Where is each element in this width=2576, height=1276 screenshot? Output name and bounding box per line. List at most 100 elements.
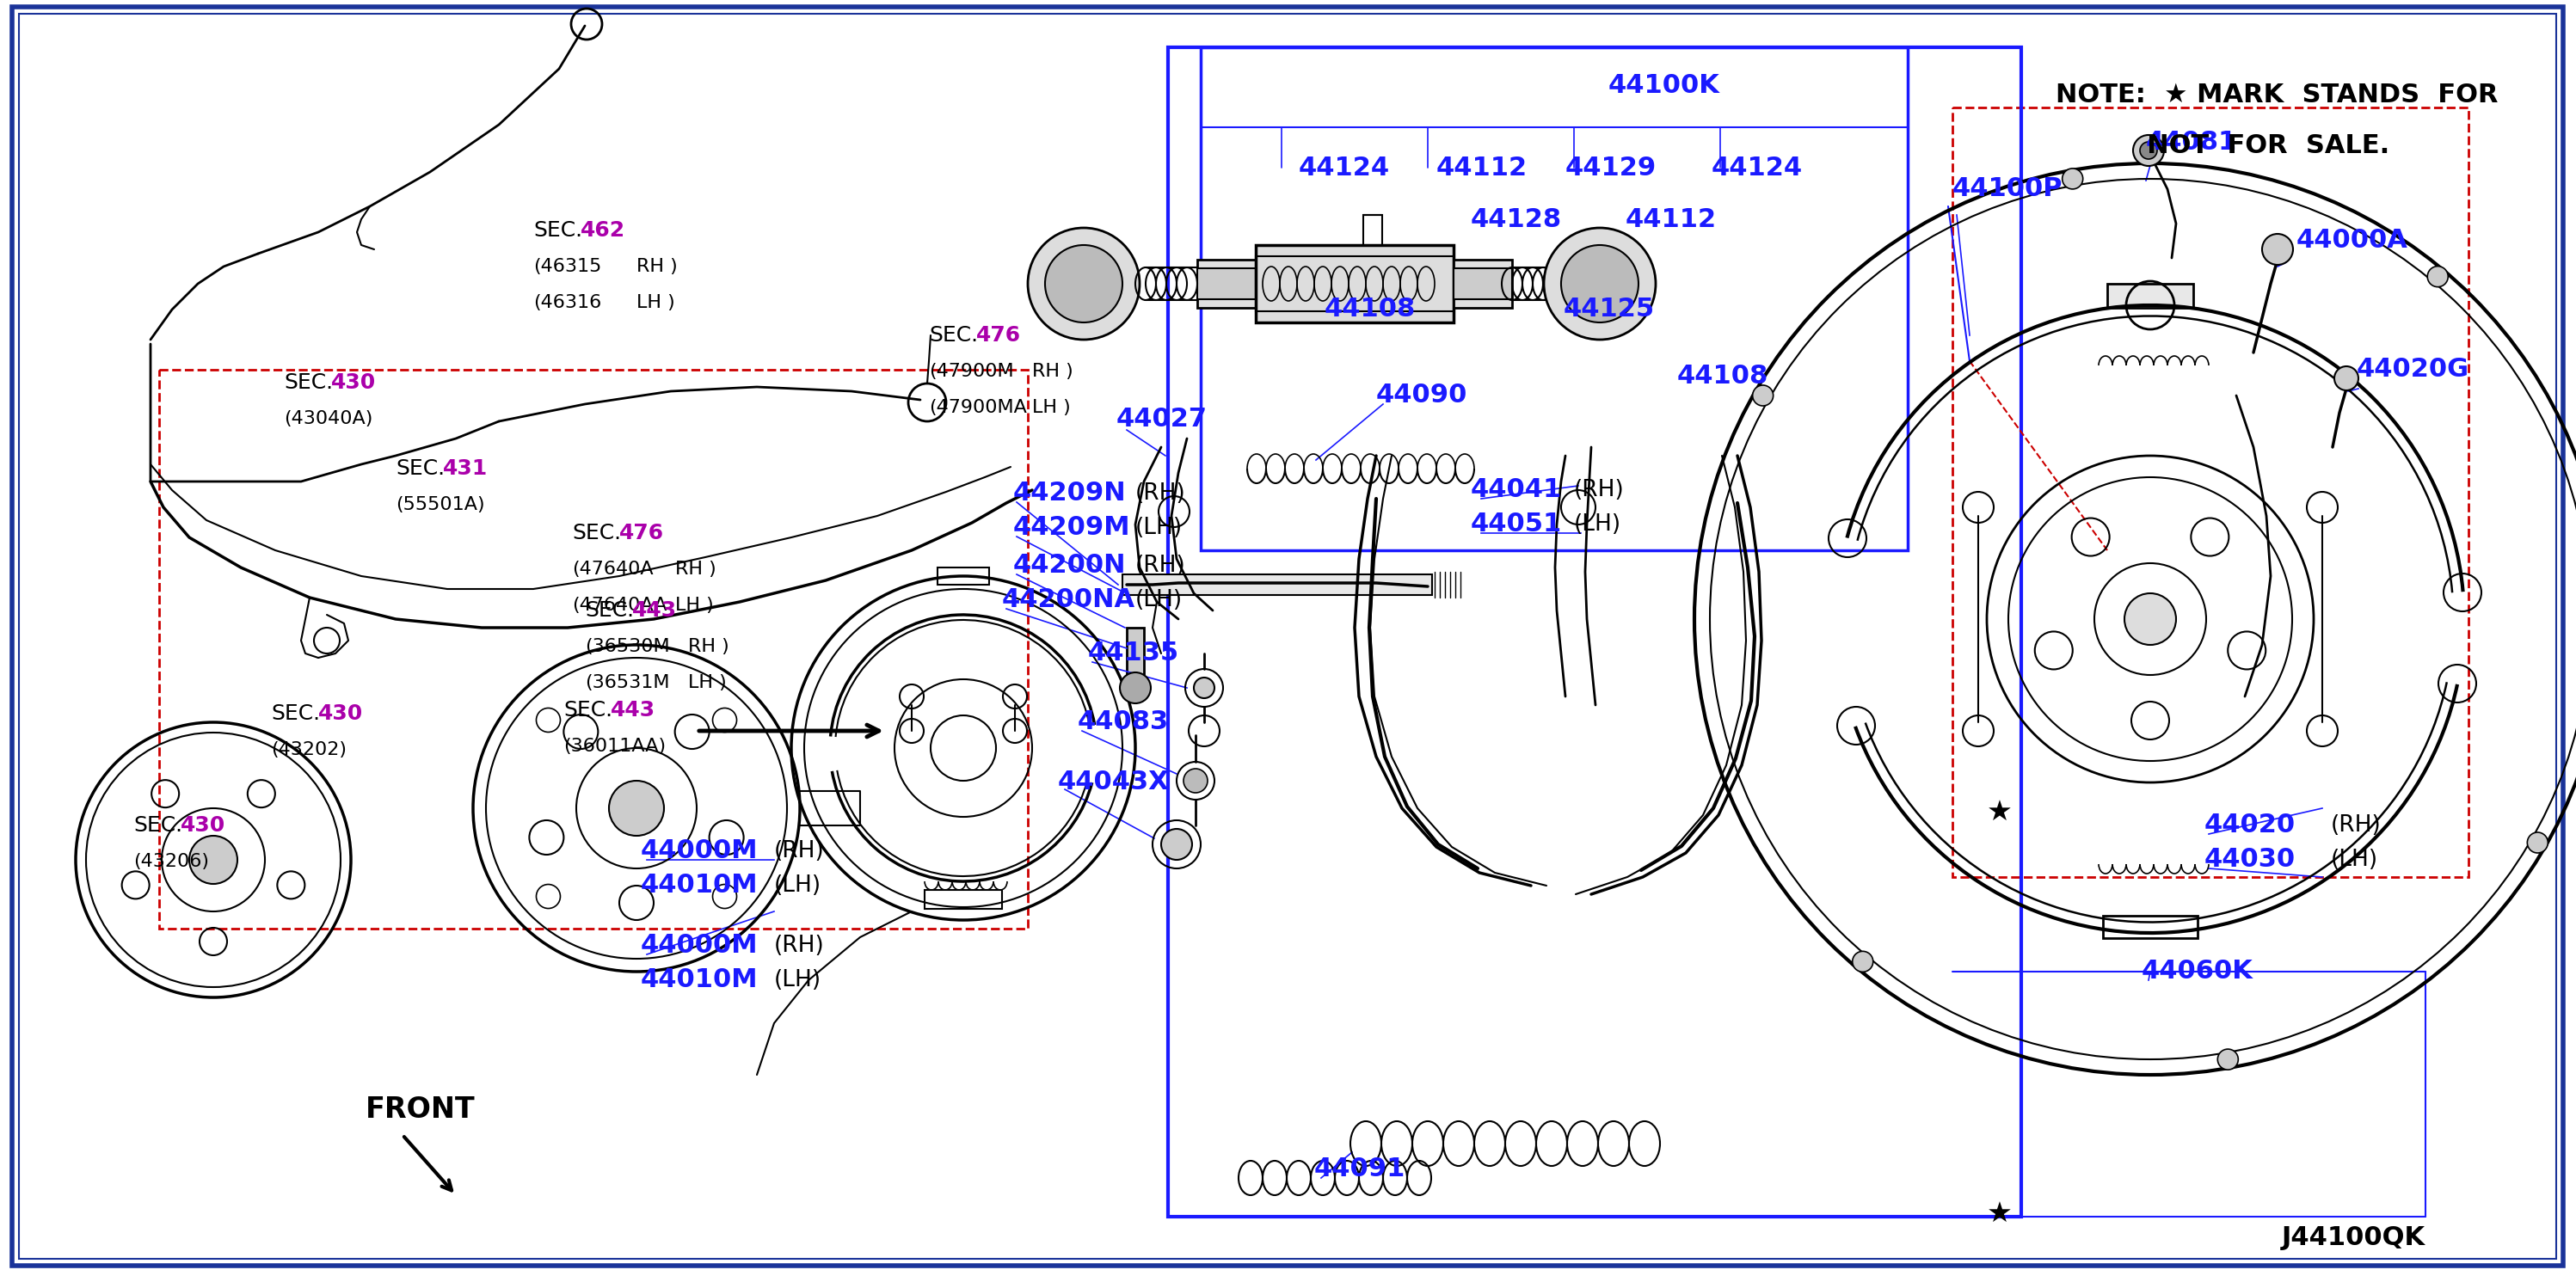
Bar: [1198, 260, 1255, 308]
Circle shape: [1561, 245, 1638, 323]
Bar: [160, 370, 1028, 929]
Circle shape: [188, 836, 237, 884]
Text: RH ): RH ): [688, 638, 729, 655]
Text: 44041: 44041: [1471, 477, 1561, 503]
Text: RH ): RH ): [1033, 362, 1074, 380]
Text: 44010M: 44010M: [641, 967, 757, 993]
Bar: [1953, 107, 2468, 877]
Circle shape: [2218, 1049, 2239, 1069]
Circle shape: [2063, 168, 2084, 189]
Text: 430: 430: [319, 703, 363, 723]
Circle shape: [1121, 672, 1151, 703]
Text: SEC.: SEC.: [397, 458, 446, 478]
Text: 44124: 44124: [1710, 156, 1803, 180]
Circle shape: [1852, 952, 1873, 972]
Bar: [1453, 260, 1512, 308]
Circle shape: [1028, 228, 1139, 339]
Text: 430: 430: [180, 815, 227, 836]
Text: SEC.: SEC.: [930, 325, 979, 346]
Text: 44043X: 44043X: [1059, 769, 1170, 795]
Bar: [2102, 916, 2197, 938]
Circle shape: [2334, 366, 2360, 390]
Bar: [1198, 268, 1255, 300]
Circle shape: [1543, 228, 1656, 339]
Bar: [1167, 47, 2022, 1217]
Text: 44051: 44051: [1471, 512, 1561, 537]
Circle shape: [608, 781, 665, 836]
Text: (RH): (RH): [1574, 478, 1625, 501]
Text: (RH): (RH): [775, 840, 824, 863]
Text: 44091: 44091: [1314, 1157, 1406, 1182]
Text: (46315: (46315: [533, 258, 603, 276]
Text: (46316: (46316: [533, 293, 600, 311]
Text: 44108: 44108: [1677, 364, 1770, 389]
Text: 476: 476: [618, 523, 665, 544]
Text: 44128: 44128: [1471, 207, 1561, 232]
Text: (LH): (LH): [1574, 513, 1620, 536]
Text: LH ): LH ): [636, 293, 675, 311]
Text: 44135: 44135: [1087, 641, 1180, 666]
Text: (RH): (RH): [1136, 482, 1185, 505]
Text: SEC.: SEC.: [585, 600, 634, 621]
Text: SEC.: SEC.: [283, 373, 332, 393]
Text: RH ): RH ): [675, 560, 716, 578]
Text: 44081: 44081: [2146, 129, 2239, 154]
Text: 44100P: 44100P: [1953, 176, 2063, 202]
Bar: [1123, 574, 1432, 595]
Text: 431: 431: [443, 458, 487, 478]
Text: (43040A): (43040A): [283, 410, 374, 427]
Text: J44100QK: J44100QK: [2282, 1226, 2427, 1250]
Text: (47900MA: (47900MA: [930, 399, 1028, 416]
Text: LH ): LH ): [675, 597, 714, 614]
Circle shape: [1046, 245, 1123, 323]
Text: (36530M: (36530M: [585, 638, 670, 655]
Text: (LH): (LH): [2331, 849, 2378, 872]
Circle shape: [1193, 678, 1213, 698]
Text: 44129: 44129: [1566, 156, 1656, 180]
Text: 44020: 44020: [2205, 813, 2295, 838]
Text: (36011AA): (36011AA): [564, 738, 665, 755]
Text: 44108: 44108: [1324, 297, 1417, 322]
Text: FRONT: FRONT: [366, 1095, 477, 1123]
Circle shape: [1752, 385, 1772, 406]
Text: SEC.: SEC.: [134, 815, 183, 836]
Text: (55501A): (55501A): [397, 496, 484, 513]
Text: 443: 443: [631, 600, 677, 621]
Text: 44200NA: 44200NA: [1002, 588, 1136, 612]
Text: 44060K: 44060K: [2141, 960, 2254, 984]
Text: 44000M: 44000M: [641, 933, 757, 958]
Text: 44090: 44090: [1376, 383, 1468, 408]
Text: 462: 462: [580, 221, 626, 241]
Circle shape: [2125, 593, 2177, 644]
Text: 44083: 44083: [1077, 709, 1170, 735]
Text: (47900M: (47900M: [930, 362, 1015, 380]
Text: 44030: 44030: [2205, 847, 2295, 873]
Bar: [1453, 268, 1512, 300]
Text: SEC.: SEC.: [564, 701, 613, 721]
Bar: [1255, 245, 1453, 323]
Text: LH ): LH ): [688, 674, 726, 692]
Text: 443: 443: [611, 701, 654, 721]
Text: 44209M: 44209M: [1012, 516, 1131, 541]
Circle shape: [1162, 829, 1193, 860]
Circle shape: [1182, 768, 1208, 792]
Bar: [1200, 47, 1909, 550]
Text: (47640A: (47640A: [572, 560, 654, 578]
Text: (36531M: (36531M: [585, 674, 670, 692]
Circle shape: [2527, 832, 2548, 852]
Text: 44200N: 44200N: [1012, 554, 1126, 578]
Text: (LH): (LH): [775, 874, 822, 897]
Text: 44020G: 44020G: [2357, 357, 2470, 383]
Text: ★: ★: [1986, 1199, 2012, 1229]
Text: NOT  FOR  SALE.: NOT FOR SALE.: [2056, 134, 2391, 158]
Text: SEC.: SEC.: [533, 221, 582, 241]
Text: 476: 476: [976, 325, 1020, 346]
Text: (RH): (RH): [2331, 814, 2380, 837]
Text: (LH): (LH): [775, 968, 822, 991]
Text: 430: 430: [332, 373, 376, 393]
Text: (LH): (LH): [1136, 517, 1182, 540]
Circle shape: [2141, 142, 2156, 160]
Text: (43202): (43202): [270, 741, 348, 758]
Text: (RH): (RH): [1136, 555, 1185, 577]
Text: (LH): (LH): [1136, 590, 1182, 611]
